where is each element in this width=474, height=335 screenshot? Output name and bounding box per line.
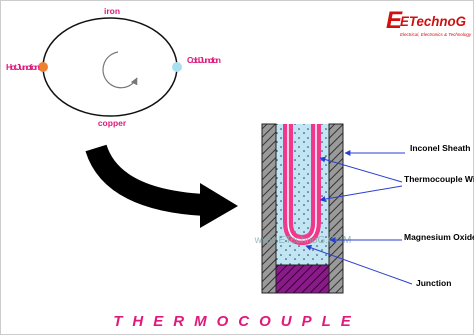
- logo: ETechnoG: [400, 13, 466, 29]
- cold-label: Cold Junction: [187, 55, 221, 65]
- copper-label: copper: [98, 118, 127, 128]
- sheath-label: Inconel Sheath: [410, 143, 470, 153]
- sheath-right: [328, 123, 344, 294]
- arrow: [305, 244, 413, 285]
- current-arrow: [102, 51, 138, 89]
- junction-label: Junction: [416, 278, 451, 288]
- big-arrow-head: [200, 183, 238, 228]
- logo-e: E: [386, 7, 403, 34]
- title: THERMOCOUPLE: [113, 313, 361, 330]
- plug: [275, 264, 330, 294]
- cold-dot: [172, 62, 182, 72]
- big-arrow: [85, 144, 206, 216]
- wire-core: [287, 124, 317, 241]
- oxide-label: Magnesium Oxide: [404, 232, 474, 242]
- logo-tagline: Electrical, Electronics & Technology: [400, 32, 472, 37]
- arrow: [319, 156, 403, 183]
- watermark: www.ETechnoG.COM: [254, 235, 352, 246]
- wires-label: Thermocouple Wires: [404, 174, 474, 184]
- sheath-left: [261, 123, 277, 294]
- arrow: [319, 185, 403, 203]
- hot-dot: [38, 62, 48, 72]
- iron-label: iron: [104, 6, 120, 16]
- hot-label: Hot Junction: [6, 62, 40, 72]
